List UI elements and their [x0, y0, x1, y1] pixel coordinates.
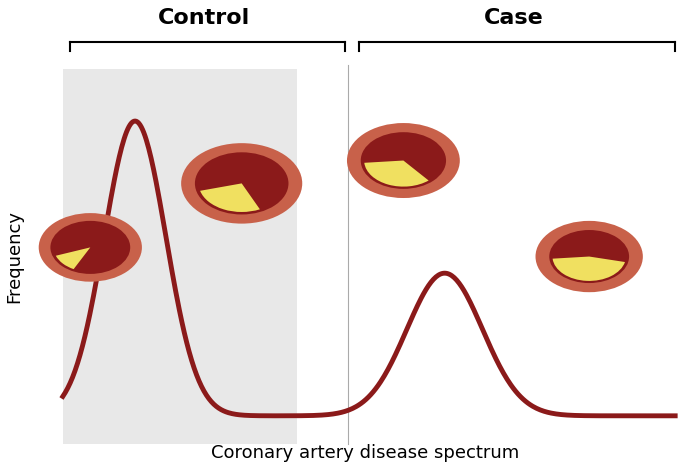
- Text: Case: Case: [484, 8, 543, 28]
- Text: Coronary artery disease spectrum: Coronary artery disease spectrum: [211, 444, 519, 462]
- Wedge shape: [364, 161, 428, 187]
- Bar: [63, 69, 297, 444]
- Text: Control: Control: [158, 8, 250, 28]
- Wedge shape: [56, 247, 90, 269]
- Wedge shape: [552, 257, 625, 281]
- Circle shape: [536, 221, 643, 292]
- Circle shape: [195, 152, 288, 214]
- Circle shape: [360, 132, 446, 189]
- Circle shape: [181, 143, 302, 224]
- Circle shape: [347, 123, 460, 198]
- Circle shape: [38, 213, 142, 282]
- Circle shape: [50, 221, 130, 274]
- Wedge shape: [200, 183, 260, 212]
- Text: Frequency: Frequency: [6, 210, 24, 303]
- Circle shape: [550, 230, 629, 283]
